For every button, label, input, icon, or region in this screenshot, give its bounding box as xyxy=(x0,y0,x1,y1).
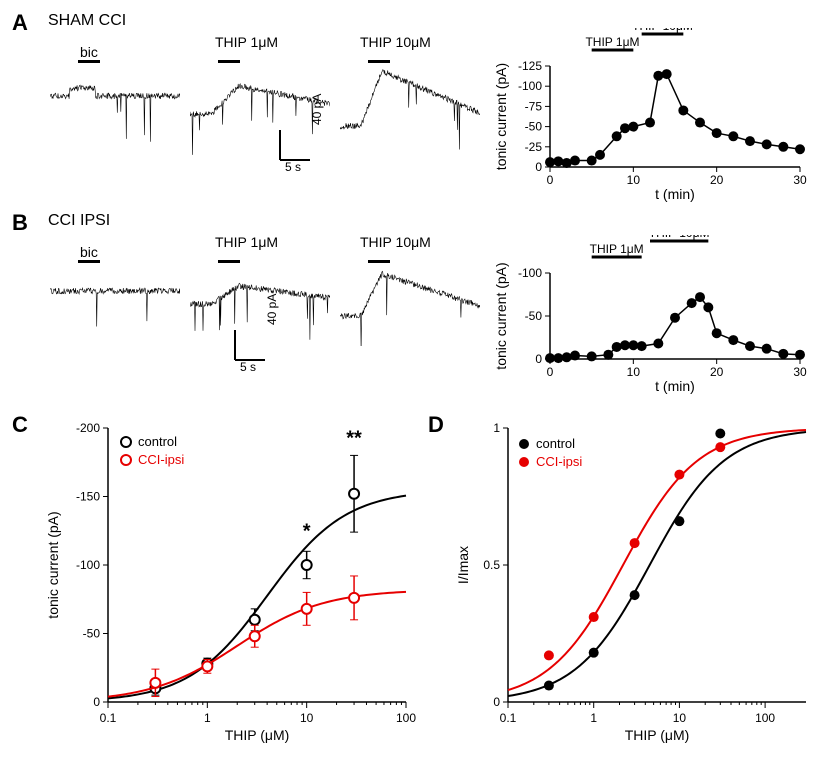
panel-label-a: A xyxy=(12,10,28,36)
svg-text:-50: -50 xyxy=(525,120,543,134)
trace-b-thip10 xyxy=(340,246,480,346)
svg-text:control: control xyxy=(138,434,177,449)
svg-text:1: 1 xyxy=(204,711,211,725)
svg-text:-125: -125 xyxy=(518,59,542,73)
svg-text:t (min): t (min) xyxy=(655,186,695,202)
drugbar-b-bic xyxy=(78,260,100,263)
svg-text:*: * xyxy=(303,521,311,543)
figure-root: A SHAM CCI bic THIP 1μM THIP 10μM 5 s 40… xyxy=(10,10,818,753)
label-a-bic: bic xyxy=(80,44,98,60)
panel-title-b: CCI IPSI xyxy=(48,212,110,230)
drugbar-a-thip10 xyxy=(368,60,390,63)
svg-text:0: 0 xyxy=(93,695,100,709)
label-b-thip10: THIP 10μM xyxy=(360,234,431,250)
svg-text:20: 20 xyxy=(710,173,724,187)
trace-a-thip10 xyxy=(340,46,480,156)
svg-text:THIP 1μM: THIP 1μM xyxy=(585,35,639,49)
svg-text:control: control xyxy=(536,436,575,451)
svg-text:10: 10 xyxy=(673,711,687,725)
panel-label-d: D xyxy=(428,412,444,438)
trace-a-bic xyxy=(50,46,180,156)
svg-text:0.1: 0.1 xyxy=(100,711,117,725)
svg-text:100: 100 xyxy=(755,711,775,725)
drugbar-a-bic xyxy=(78,60,100,63)
svg-text:THIP 1μM: THIP 1μM xyxy=(590,242,644,256)
svg-text:I/Imax: I/Imax xyxy=(455,546,471,584)
svg-text:1: 1 xyxy=(590,711,597,725)
svg-text:-50: -50 xyxy=(83,627,101,641)
svg-text:-100: -100 xyxy=(518,79,542,93)
svg-text:0: 0 xyxy=(535,352,542,366)
panel-title-a: SHAM CCI xyxy=(48,12,126,30)
scalebar-a-y: 40 pA xyxy=(310,94,324,125)
svg-text:THIP (μM): THIP (μM) xyxy=(625,727,690,743)
plot-b-timecourse: 0 10 20 30 0 -50 -100 t (min) tonic current (pA)… xyxy=(490,235,810,395)
scalebar-b-x: 5 s xyxy=(240,360,256,374)
svg-text:0.5: 0.5 xyxy=(483,558,500,572)
svg-text:CCI-ipsi: CCI-ipsi xyxy=(138,452,184,467)
label-b-thip1: THIP 1μM xyxy=(215,234,278,250)
svg-text:-100: -100 xyxy=(76,558,100,572)
svg-text:1: 1 xyxy=(493,421,500,435)
svg-text:-150: -150 xyxy=(76,490,100,504)
svg-text:-75: -75 xyxy=(525,99,543,113)
panel-label-b: B xyxy=(12,210,28,236)
svg-text:**: ** xyxy=(346,427,362,449)
svg-text:10: 10 xyxy=(300,711,314,725)
svg-text:0: 0 xyxy=(493,695,500,709)
svg-text:tonic current (pA): tonic current (pA) xyxy=(493,63,509,170)
plot-d-normalized: 0.1 1 10 100 0 0.5 1 THIP (μM) I/Imax control CCI-… xyxy=(450,418,820,748)
scalebar-b xyxy=(225,325,295,375)
plot-a-timecourse: 0 10 20 30 0 -25 -50 -75 -100 -125 t (min) tonic cu… xyxy=(490,28,810,203)
svg-text:0: 0 xyxy=(547,173,554,187)
svg-text:100: 100 xyxy=(396,711,416,725)
svg-text:THIP (μM): THIP (μM) xyxy=(225,727,290,743)
svg-text:-100: -100 xyxy=(518,266,542,280)
label-b-bic: bic xyxy=(80,244,98,260)
drugbar-a-thip1 xyxy=(218,60,240,63)
svg-text:t (min): t (min) xyxy=(655,378,695,394)
trace-b-bic xyxy=(50,246,180,346)
svg-text:tonic current (pA): tonic current (pA) xyxy=(45,511,61,618)
svg-text:THIP 10μM: THIP 10μM xyxy=(649,235,710,240)
drugbar-b-thip10 xyxy=(368,260,390,263)
svg-text:-200: -200 xyxy=(76,421,100,435)
svg-text:CCI-ipsi: CCI-ipsi xyxy=(536,454,582,469)
svg-text:30: 30 xyxy=(793,173,807,187)
svg-text:30: 30 xyxy=(793,365,807,379)
svg-text:0.1: 0.1 xyxy=(500,711,517,725)
svg-text:-50: -50 xyxy=(525,309,543,323)
svg-text:-25: -25 xyxy=(525,140,543,154)
svg-text:tonic current (pA): tonic current (pA) xyxy=(493,262,509,369)
panel-label-c: C xyxy=(12,412,28,438)
svg-text:0: 0 xyxy=(547,365,554,379)
svg-text:THIP 10μM: THIP 10μM xyxy=(632,28,693,33)
scalebar-a xyxy=(270,125,340,175)
drugbar-b-thip1 xyxy=(218,260,240,263)
svg-text:10: 10 xyxy=(627,365,641,379)
scalebar-b-y: 40 pA xyxy=(265,294,279,325)
svg-text:10: 10 xyxy=(627,173,641,187)
scalebar-a-x: 5 s xyxy=(285,160,301,174)
label-a-thip1: THIP 1μM xyxy=(215,34,278,50)
label-a-thip10: THIP 10μM xyxy=(360,34,431,50)
plot-c-dose-response: 0.1 1 10 100 0 -50 -100 -150 -200 THIP (μM) tonic … xyxy=(40,418,420,748)
svg-text:0: 0 xyxy=(535,160,542,174)
svg-text:20: 20 xyxy=(710,365,724,379)
